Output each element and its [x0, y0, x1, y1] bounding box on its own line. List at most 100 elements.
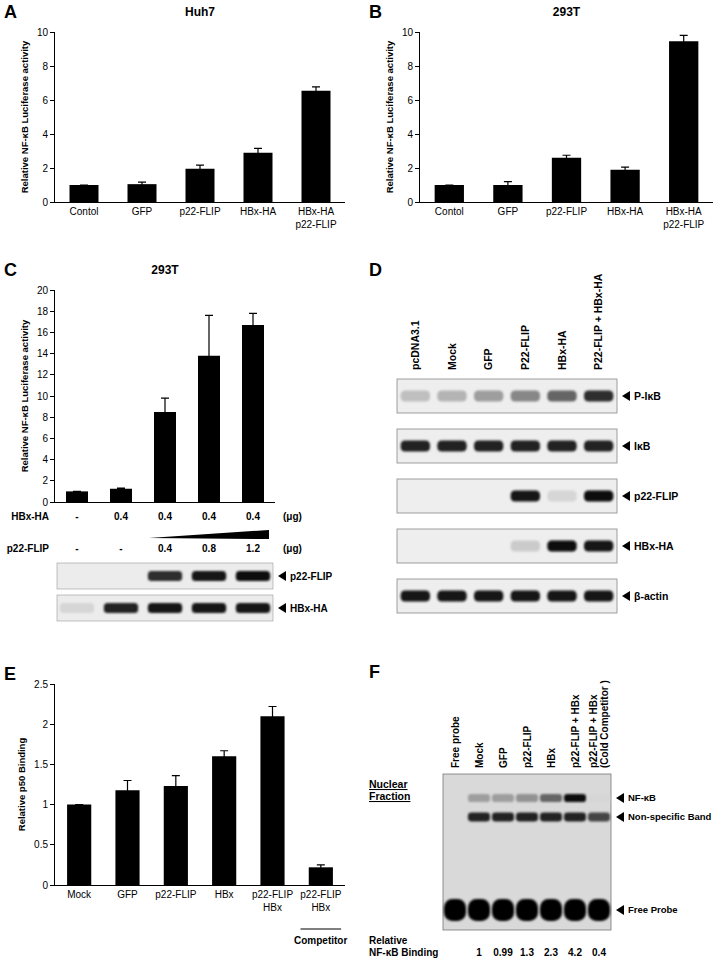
svg-text:18: 18 [37, 306, 49, 317]
svg-text:0.99: 0.99 [493, 947, 513, 958]
svg-text:-: - [75, 511, 78, 522]
svg-text:0: 0 [42, 880, 48, 891]
svg-text:HBx-HAp22-FLIP: HBx-HAp22-FLIP [295, 206, 336, 230]
svg-text:HBx: HBx [546, 748, 557, 768]
svg-text:β-actin: β-actin [634, 590, 668, 602]
svg-text:p22-FLIP: p22-FLIP [634, 490, 678, 502]
svg-text:(μg): (μg) [283, 543, 302, 554]
svg-text:HBx-HA: HBx-HA [607, 206, 643, 217]
svg-text:0.8: 0.8 [202, 543, 216, 554]
html-text:A: A [4, 2, 17, 22]
svg-text:Relative p50 Binding: Relative p50 Binding [16, 738, 27, 832]
svg-text:2: 2 [407, 163, 413, 174]
svg-text:GFP: GFP [132, 206, 153, 217]
svg-text:p22-FLIPHBx: p22-FLIPHBx [252, 889, 293, 913]
svg-text:HBx-HA: HBx-HA [634, 540, 674, 552]
svg-text:14: 14 [37, 348, 49, 359]
svg-text:GFP: GFP [498, 747, 509, 768]
svg-text:8: 8 [42, 412, 48, 423]
svg-text:4: 4 [407, 129, 413, 140]
svg-text:HBx-HA: HBx-HA [11, 511, 49, 522]
svg-text:Relative NF-κB Luciferase acti: Relative NF-κB Luciferase activity [19, 319, 30, 472]
svg-text:P22-FLIP + HBx-HA: P22-FLIP + HBx-HA [592, 273, 604, 370]
svg-text:20: 20 [37, 285, 49, 296]
svg-text:Free Probe: Free Probe [628, 904, 678, 915]
svg-text:Relative NF-κB Luciferase acti: Relative NF-κB Luciferase activity [384, 40, 395, 193]
svg-text:0.4: 0.4 [158, 511, 172, 522]
svg-text:6: 6 [42, 433, 48, 444]
svg-text:HBx-HA: HBx-HA [556, 330, 568, 370]
svg-text:-: - [75, 543, 78, 554]
svg-text:0: 0 [407, 197, 413, 208]
svg-text:Contol: Contol [70, 206, 99, 217]
svg-text:Relative NF-κB Luciferase acti: Relative NF-κB Luciferase activity [19, 40, 30, 193]
html-text:B: B [369, 2, 382, 22]
svg-text:Mock: Mock [67, 889, 92, 900]
svg-text:Non-specific Band: Non-specific Band [628, 811, 712, 822]
svg-text:1: 1 [476, 947, 482, 958]
svg-text:0.4: 0.4 [114, 511, 128, 522]
svg-text:10: 10 [37, 27, 49, 38]
svg-text:2.5: 2.5 [34, 679, 48, 690]
svg-text:Competitor: Competitor [294, 935, 347, 946]
svg-text:10: 10 [402, 27, 414, 38]
svg-text:P-IκB: P-IκB [634, 390, 661, 402]
svg-text:p22-FLIP: p22-FLIP [155, 889, 196, 900]
svg-text:4: 4 [42, 129, 48, 140]
svg-text:RelativeNF-κB Binding: RelativeNF-κB Binding [369, 935, 438, 958]
svg-text:293T: 293T [151, 263, 179, 277]
svg-text:p22-FLIP: p22-FLIP [7, 543, 50, 554]
svg-text:0.4: 0.4 [202, 511, 216, 522]
svg-text:0.4: 0.4 [158, 543, 172, 554]
svg-text:8: 8 [42, 61, 48, 72]
svg-text:12: 12 [37, 369, 49, 380]
svg-text:GFP: GFP [498, 206, 519, 217]
svg-text:p22-FLIP: p22-FLIP [290, 571, 333, 582]
svg-text:NuclearFraction: NuclearFraction [369, 778, 410, 802]
svg-text:IκB: IκB [634, 440, 651, 452]
svg-text:HBx: HBx [215, 889, 234, 900]
svg-text:0.4: 0.4 [592, 947, 606, 958]
svg-text:GFP: GFP [482, 348, 494, 370]
svg-text:6: 6 [42, 95, 48, 106]
svg-text:4.2: 4.2 [568, 947, 582, 958]
svg-text:10: 10 [37, 391, 49, 402]
svg-text:1.3: 1.3 [520, 947, 534, 958]
svg-text:0: 0 [42, 197, 48, 208]
svg-text:NF-κB: NF-κB [628, 792, 656, 803]
svg-text:6: 6 [407, 95, 413, 106]
svg-text:Huh7: Huh7 [185, 5, 215, 19]
svg-text:(μg): (μg) [283, 511, 302, 522]
svg-text:HBx-HAp22-FLIP: HBx-HAp22-FLIP [663, 206, 704, 230]
svg-text:0.5: 0.5 [34, 839, 48, 850]
svg-text:HBx-HA: HBx-HA [290, 603, 328, 614]
svg-text:0.4: 0.4 [246, 511, 260, 522]
svg-text:4: 4 [42, 454, 48, 465]
svg-text:P22-FLIP: P22-FLIP [519, 325, 531, 370]
svg-text:-: - [119, 543, 122, 554]
svg-text:0: 0 [42, 497, 48, 508]
svg-text:8: 8 [407, 61, 413, 72]
svg-text:Contol: Contol [435, 206, 464, 217]
svg-text:Free probe: Free probe [450, 716, 461, 768]
svg-text:p22-FLIP + HBx(Cold Competitor: p22-FLIP + HBx(Cold Competitor ) [588, 680, 610, 768]
svg-text:293T: 293T [553, 5, 581, 19]
svg-text:1: 1 [42, 799, 48, 810]
svg-text:Mock: Mock [474, 742, 485, 768]
svg-text:pcDNA3.1: pcDNA3.1 [409, 320, 421, 370]
svg-text:2: 2 [42, 719, 48, 730]
svg-text:Mock: Mock [446, 343, 458, 370]
svg-text:p22-FLIP: p22-FLIP [546, 206, 587, 217]
svg-text:1.5: 1.5 [34, 759, 48, 770]
svg-text:2: 2 [42, 163, 48, 174]
svg-text:HBx-HA: HBx-HA [240, 206, 276, 217]
svg-text:p22-FLIP: p22-FLIP [522, 725, 533, 768]
svg-text:p22-FLIP: p22-FLIP [179, 206, 220, 217]
svg-text:2: 2 [42, 475, 48, 486]
svg-text:16: 16 [37, 327, 49, 338]
svg-text:1.2: 1.2 [246, 543, 260, 554]
svg-text:p22-FLIP + HBx: p22-FLIP + HBx [570, 694, 581, 768]
svg-text:GFP: GFP [117, 889, 138, 900]
svg-text:2.3: 2.3 [544, 947, 558, 958]
svg-text:p22-FLIPHBx: p22-FLIPHBx [300, 889, 341, 913]
